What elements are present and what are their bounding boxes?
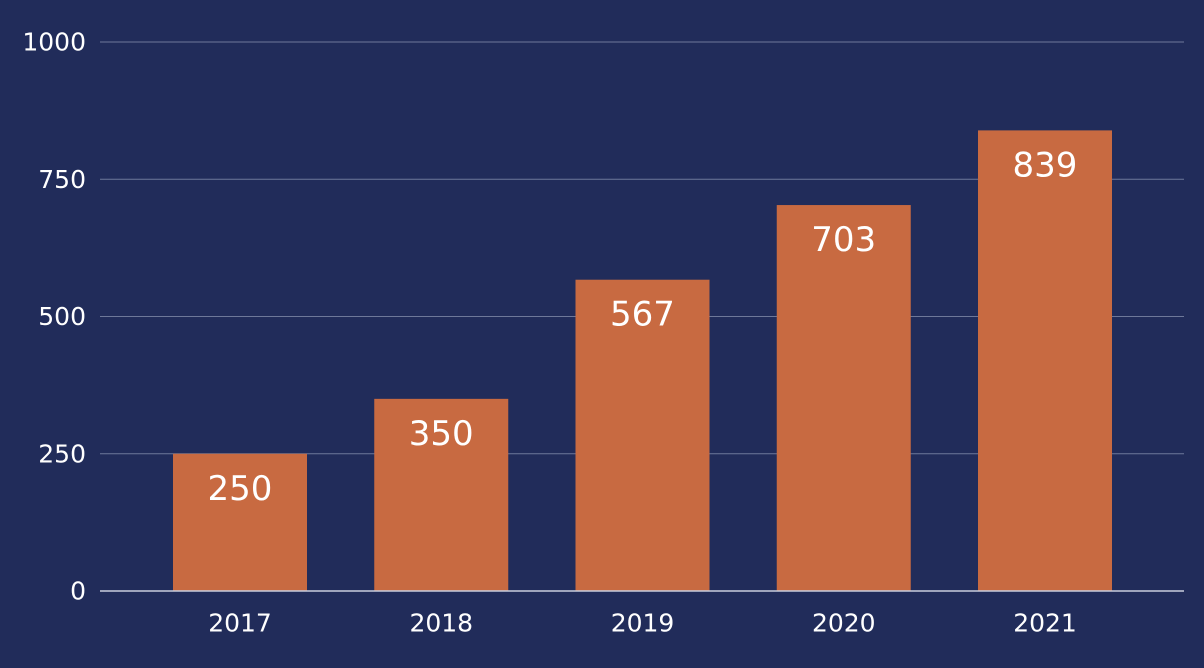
- x-tick-label: 2021: [1013, 609, 1077, 638]
- data-labels: 250 350 567 703 839: [208, 145, 1078, 508]
- x-tick-label: 2017: [208, 609, 272, 638]
- bar-2020: [776, 205, 911, 592]
- data-label-2017: 250: [208, 469, 273, 509]
- x-tick-label: 2018: [409, 609, 473, 638]
- y-tick-label: 1000: [22, 28, 86, 57]
- data-label-2018: 350: [409, 414, 474, 454]
- y-tick-label: 0: [70, 577, 86, 606]
- y-axis-ticks: 0 250 500 750 1000: [22, 28, 86, 606]
- bar-2021: [978, 130, 1112, 591]
- data-label-2021: 839: [1013, 145, 1078, 185]
- y-tick-label: 750: [38, 165, 86, 194]
- bars: [173, 130, 1112, 592]
- data-label-2019: 567: [610, 295, 675, 335]
- x-axis-ticks: 2017 2018 2019 2020 2021: [208, 609, 1077, 638]
- y-tick-label: 500: [38, 302, 86, 331]
- x-tick-label: 2019: [611, 609, 675, 638]
- data-label-2020: 703: [811, 220, 876, 260]
- x-tick-label: 2020: [812, 609, 876, 638]
- bar-2018: [374, 398, 509, 591]
- y-tick-label: 250: [38, 439, 86, 468]
- bar-2019: [575, 279, 710, 591]
- bar-2017: [173, 453, 307, 591]
